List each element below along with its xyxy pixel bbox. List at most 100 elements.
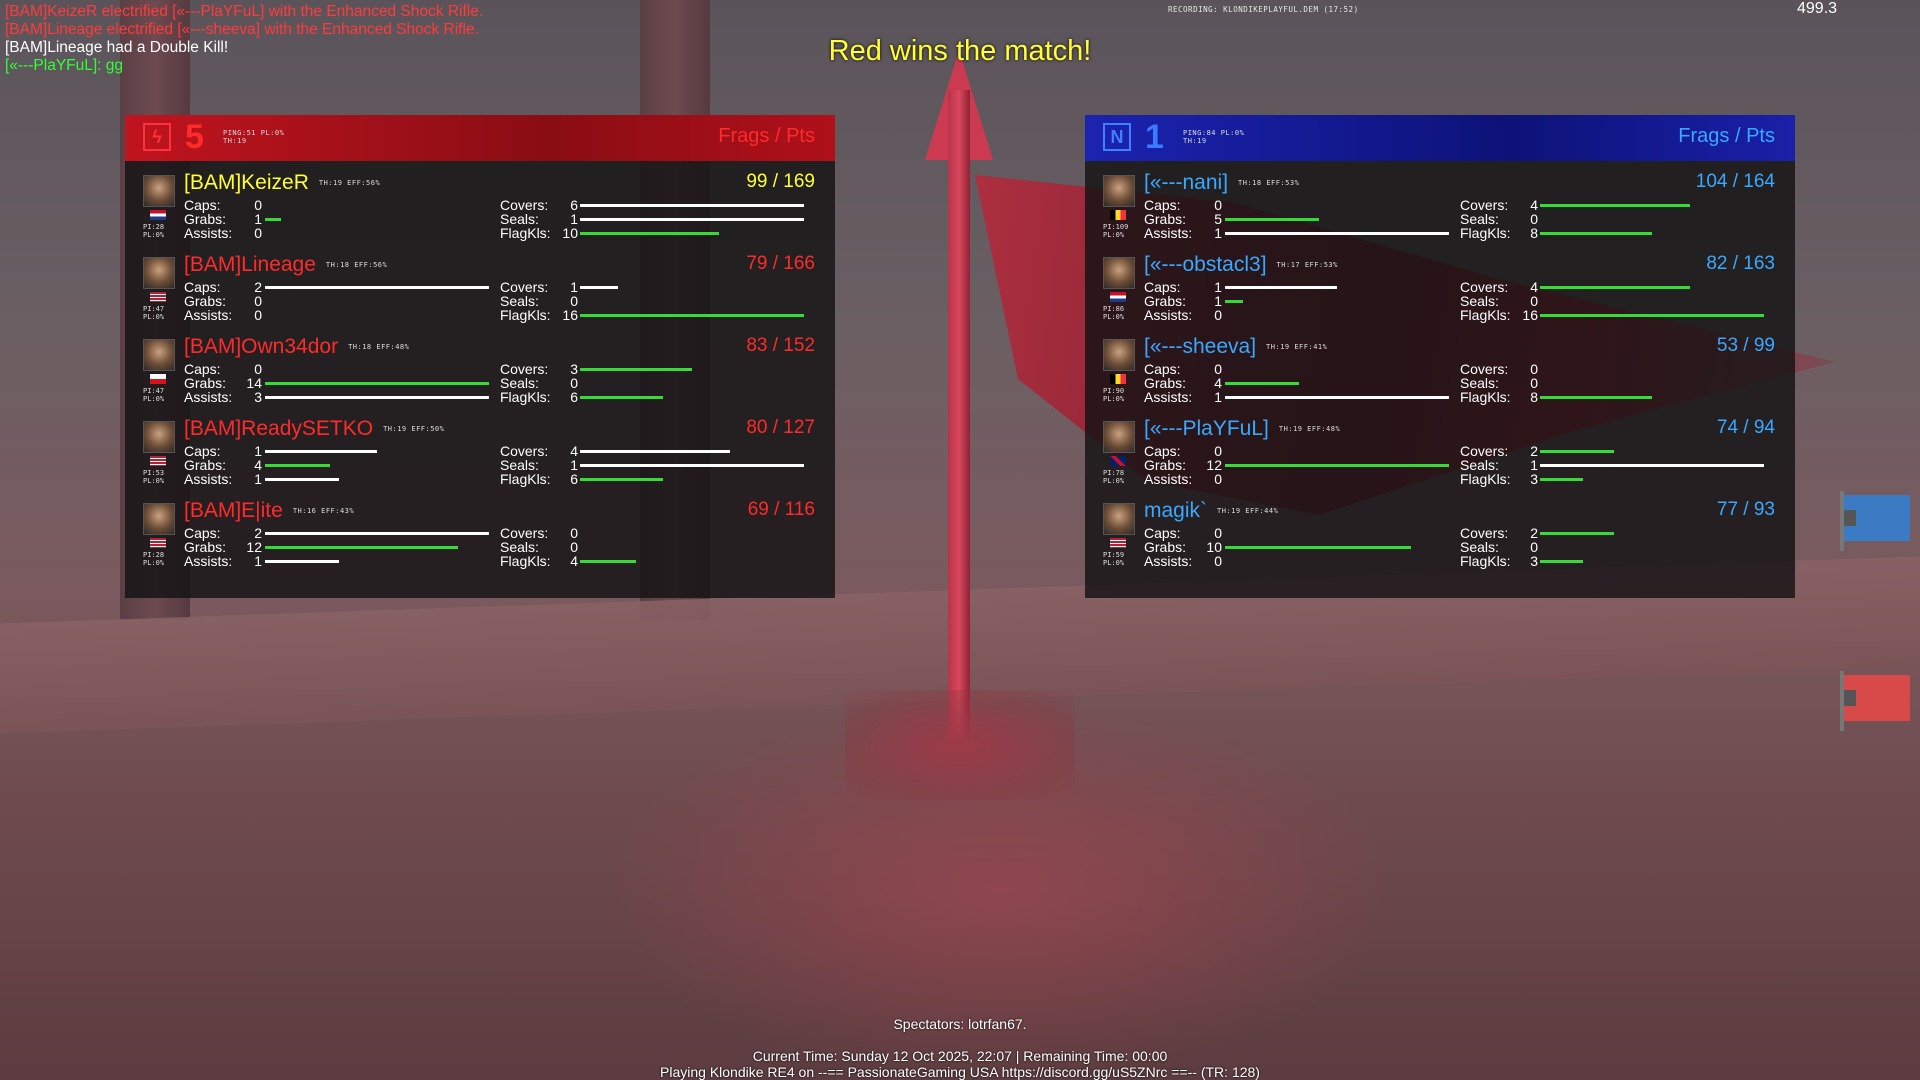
player-row: PI:86 PL:0% [«---obstacl3] TH:17 EFF:53% 82 … — [1085, 249, 1795, 331]
player-frags-points: 82 / 163 — [1706, 253, 1775, 274]
country-flag-icon — [1110, 538, 1126, 548]
stat-value: 2 — [1530, 443, 1538, 459]
stat-label: FlagKls: — [500, 553, 551, 569]
player-efficiency: TH:19 EFF:44% — [1217, 507, 1279, 516]
stat-label: Caps: — [1144, 443, 1181, 459]
stat-value: 12 — [246, 539, 262, 555]
stat-value: 0 — [1214, 443, 1222, 459]
country-flag-icon — [150, 210, 166, 220]
player-packetloss-value: PL:0% — [1103, 559, 1125, 567]
stat-value: 3 — [1530, 471, 1538, 487]
player-efficiency: TH:18 EFF:48% — [348, 343, 410, 352]
player-efficiency: TH:19 EFF:50% — [383, 425, 445, 434]
stat-seals: Seals: 0 — [1460, 540, 1538, 554]
stat-bar-grabs — [265, 546, 458, 549]
stat-bar-assists — [1225, 232, 1449, 235]
country-flag-icon — [1110, 210, 1126, 220]
player-name-text: [«---obstacl3] — [1144, 253, 1267, 276]
stat-label: Seals: — [1460, 375, 1499, 391]
stat-bar-grabs — [1225, 382, 1299, 385]
stat-bar-covers — [1540, 532, 1614, 535]
player-ping: PI:90 PL:0% — [1103, 387, 1124, 403]
stat-grabs: Grabs: 1 — [1144, 294, 1222, 308]
stat-label: Caps: — [184, 279, 221, 295]
stat-seals: Seals: 0 — [500, 540, 578, 554]
fps-counter: 499.3 — [1797, 0, 1838, 17]
stat-bar-grabs — [1225, 546, 1411, 549]
match-result-banner: Red wins the match! — [828, 35, 1092, 67]
blue-team-scoreboard: N 1 PING:84 PL:0% TH:19 Frags / Pts PI:1… — [1085, 115, 1795, 598]
chat-line: [«---PlaYFuL]: gg — [5, 57, 124, 74]
stat-seals: Seals: 0 — [1460, 294, 1538, 308]
player-name: [«---sheeva] TH:19 EFF:41% — [1144, 335, 1327, 359]
stat-bar-covers — [580, 204, 804, 207]
stat-bar-grabs — [265, 464, 330, 467]
stat-label: FlagKls: — [1460, 553, 1511, 569]
stat-grabs: Grabs: 5 — [1144, 212, 1222, 226]
stat-value: 2 — [254, 525, 262, 541]
player-frags-points: 79 / 166 — [746, 253, 815, 274]
player-avatar-icon — [1103, 503, 1135, 535]
player-name: [BAM]Own34dor TH:18 EFF:48% — [184, 335, 409, 359]
stat-value: 1 — [254, 471, 262, 487]
stat-label: FlagKls: — [1460, 471, 1511, 487]
stat-label: FlagKls: — [500, 471, 551, 487]
stat-label: Assists: — [184, 389, 233, 405]
player-frags-points: 80 / 127 — [746, 417, 815, 438]
stat-label: Caps: — [184, 525, 221, 541]
stat-label: Grabs: — [184, 539, 227, 555]
stat-value: 0 — [1530, 361, 1538, 377]
red-team-scoreboard: ϟ 5 PING:51 PL:0% TH:19 Frags / Pts PI:2… — [125, 115, 835, 598]
stat-caps: Caps: 2 — [184, 526, 262, 540]
chat-log: [BAM]KeizeR electrified [«---PlaYFuL] wi… — [5, 3, 483, 75]
stat-covers: Covers: 2 — [1460, 444, 1538, 458]
stat-value: 2 — [254, 279, 262, 295]
stat-value: 0 — [254, 225, 262, 241]
stat-value: 4 — [1530, 279, 1538, 295]
player-ping: PI:109 PL:0% — [1103, 223, 1128, 239]
stat-covers: Covers: 1 — [500, 280, 578, 294]
stat-value: 1 — [570, 279, 578, 295]
player-name: [BAM]E|ite TH:16 EFF:43% — [184, 499, 354, 523]
player-efficiency: TH:19 EFF:48% — [1278, 425, 1341, 434]
stat-label: Seals: — [1460, 457, 1499, 473]
stat-label: Covers: — [500, 443, 549, 459]
player-ping: PI:47 PL:0% — [143, 305, 164, 321]
stat-flagkls: FlagKls: 3 — [1460, 554, 1538, 568]
stat-label: Grabs: — [184, 293, 227, 309]
stat-bar-caps — [265, 286, 489, 289]
stat-covers: Covers: 2 — [1460, 526, 1538, 540]
blue-flag-status-icon — [1840, 491, 1910, 551]
stat-covers: Covers: 4 — [1460, 198, 1538, 212]
player-frags-points: 104 / 164 — [1695, 171, 1775, 192]
stat-label: Seals: — [500, 457, 539, 473]
stat-assists: Assists: 1 — [184, 472, 262, 486]
stat-label: Assists: — [184, 553, 233, 569]
player-efficiency: TH:19 EFF:56% — [318, 179, 381, 188]
stat-seals: Seals: 1 — [500, 458, 578, 472]
stat-bar-assists — [1225, 396, 1449, 399]
player-packetloss-value: PL:0% — [143, 231, 165, 239]
chat-line: [BAM]Lineage electrified [«---sheeva] wi… — [5, 21, 479, 38]
stat-value: 0 — [1214, 553, 1222, 569]
stat-value: 0 — [254, 307, 262, 323]
player-row: PI:78 PL:0% [«---PlaYFuL] TH:19 EFF:48% 74 /… — [1085, 413, 1795, 495]
stat-value: 0 — [570, 525, 578, 541]
stat-bar-caps — [1225, 286, 1337, 289]
chat-line: [BAM]Lineage had a Double Kill! — [5, 39, 229, 56]
stat-bar-flagkls — [580, 478, 663, 481]
stat-flagkls: FlagKls: 3 — [1460, 472, 1538, 486]
stat-value: 1 — [1214, 389, 1222, 405]
player-ping-value: PI:53 — [143, 469, 165, 477]
country-flag-icon — [150, 538, 166, 548]
player-packetloss-value: PL:0% — [143, 559, 165, 567]
player-ping: PI:86 PL:0% — [1103, 305, 1124, 321]
stat-value: 0 — [1214, 307, 1222, 323]
player-ping-value: PI:47 — [143, 305, 165, 313]
stat-covers: Covers: 4 — [500, 444, 578, 458]
stat-flagkls: FlagKls: 8 — [1460, 390, 1538, 404]
player-ping-value: PI:28 — [143, 551, 165, 559]
stat-label: Seals: — [1460, 539, 1499, 555]
player-frags-points: 74 / 94 — [1716, 417, 1775, 438]
stat-assists: Assists: 0 — [1144, 472, 1222, 486]
